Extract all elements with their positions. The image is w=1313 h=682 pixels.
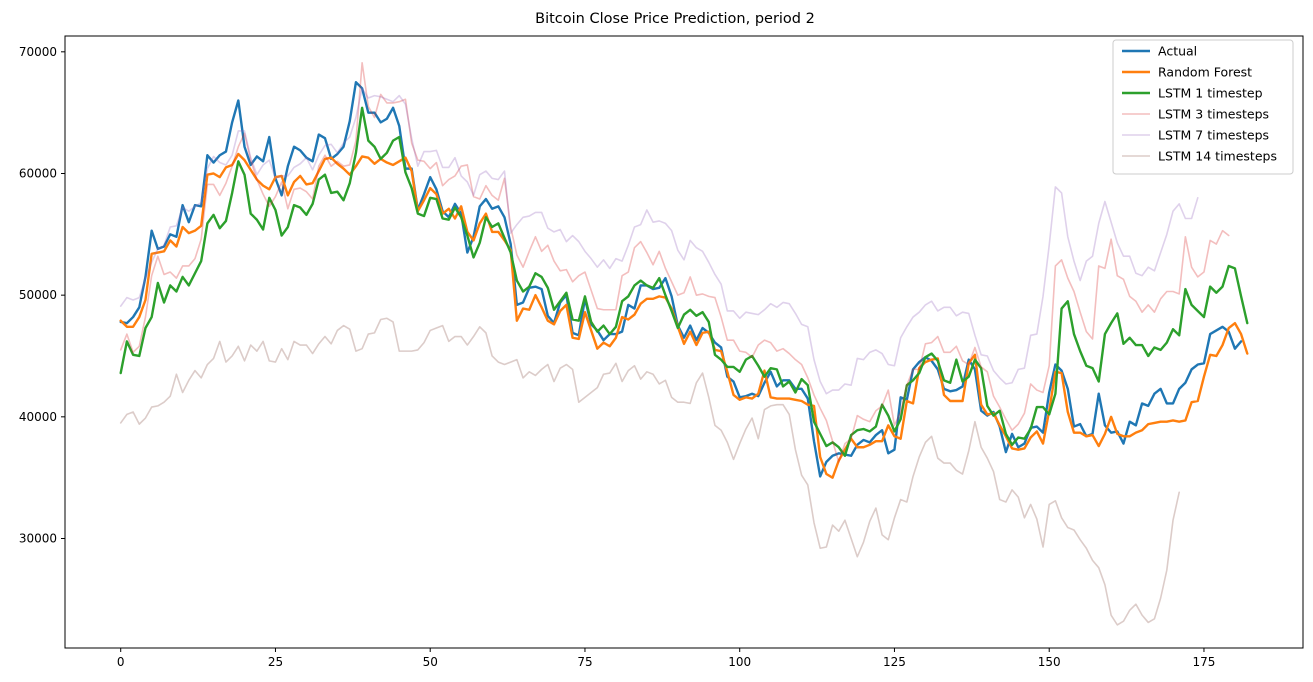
x-tick-label: 50 [423,655,438,669]
legend-label-4: LSTM 7 timesteps [1158,128,1269,143]
y-tick-label: 70000 [19,45,57,59]
y-tick-label: 60000 [19,166,57,180]
series-line-1 [119,152,1249,479]
y-tick-label: 50000 [19,288,57,302]
series-line-4 [119,87,1199,395]
x-tick-label: 100 [728,655,751,669]
x-tick-label: 175 [1193,655,1216,669]
x-tick-label: 75 [577,655,592,669]
series-line-5 [119,317,1180,626]
x-tick-label: 125 [883,655,906,669]
series-line-3 [119,61,1230,463]
legend-label-2: LSTM 1 timestep [1158,86,1263,101]
y-tick-label: 40000 [19,410,57,424]
legend-label-5: LSTM 14 timesteps [1158,149,1277,164]
plot-frame [64,35,1304,649]
series-line-2 [119,106,1249,457]
chart-title: Bitcoin Close Price Prediction, period 2 [535,11,815,27]
legend-label-1: Random Forest [1158,65,1252,80]
y-axis: 30000 40000 50000 60000 70000 [19,45,65,545]
x-tick-label: 0 [117,655,125,669]
legend-label-3: LSTM 3 timesteps [1158,107,1269,122]
x-tick-label: 150 [1038,655,1061,669]
x-tick-label: 25 [268,655,283,669]
x-axis: 0 25 50 75 100 125 150 175 [117,648,1216,669]
legend-box [1112,39,1294,175]
legend-label-0: Actual [1158,44,1197,59]
series-line-0 [119,81,1243,478]
y-tick-label: 30000 [19,531,57,545]
series-layer [119,61,1249,626]
legend: Actual Random Forest LSTM 1 timestep LSTM 3… [1112,39,1294,175]
